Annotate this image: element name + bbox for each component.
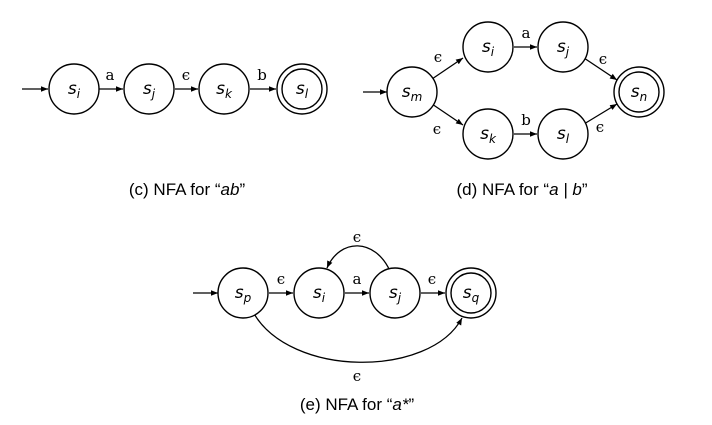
edge-d-sm-si: [431, 57, 464, 80]
svg-text:sp: sp: [235, 283, 252, 305]
state-sub: k: [489, 132, 497, 146]
state-base: s: [68, 79, 77, 99]
state-c-sj: sj: [123, 63, 175, 115]
state-base: s: [389, 283, 398, 303]
state-base: s: [557, 124, 566, 144]
state-e-si: si: [293, 267, 345, 319]
svg-text:sk: sk: [216, 79, 233, 101]
svg-text:sq: sq: [463, 283, 480, 305]
state-sub: l: [305, 87, 309, 101]
state-d-sm: sm: [386, 66, 438, 118]
edge-label: a: [522, 24, 531, 42]
edge-label: a: [353, 270, 362, 288]
state-sub: j: [396, 291, 402, 305]
state-sub: q: [472, 291, 480, 305]
edge-label: b: [257, 66, 267, 84]
state-sub: i: [77, 87, 81, 101]
edge-label: ϵ: [277, 270, 285, 288]
svg-text:si: si: [313, 283, 326, 305]
svg-text:sj: sj: [143, 79, 156, 101]
state-sub: i: [322, 291, 326, 305]
caption-e: (e) NFA for “a*”: [300, 395, 415, 414]
edge-e-sp-sq-bypass: [252, 311, 463, 363]
edge-label: b: [521, 111, 531, 129]
state-c-sl-accepting: sl: [276, 63, 328, 115]
edge-label: ϵ: [353, 367, 361, 385]
state-base: s: [296, 79, 305, 99]
state-d-sn-accepting: sn: [613, 66, 665, 118]
state-e-sp: sp: [217, 267, 269, 319]
state-base: s: [557, 37, 566, 57]
svg-text:si: si: [482, 37, 495, 59]
panel-e: ϵ a ϵ ϵ ϵ sp si sj sq (e) NFA for “a*”: [193, 228, 497, 414]
state-base: s: [482, 37, 491, 57]
state-base: s: [463, 283, 472, 303]
state-sub: m: [411, 90, 423, 104]
state-sub: k: [225, 87, 233, 101]
svg-text:si: si: [68, 79, 81, 101]
state-sub: p: [243, 291, 252, 305]
panel-d: ϵ a ϵ ϵ b ϵ sm si sj sk sl sn: [363, 21, 665, 199]
state-base: s: [631, 82, 640, 102]
state-c-si: si: [48, 63, 100, 115]
state-base: s: [235, 283, 244, 303]
edge-d-sj-sn: [583, 57, 618, 81]
svg-text:sl: sl: [557, 124, 570, 146]
edge-label: ϵ: [433, 120, 441, 138]
state-sub: j: [150, 87, 156, 101]
edge-d-sl-sn: [583, 103, 618, 125]
state-base: s: [480, 124, 489, 144]
caption-c: (c) NFA for “ab”: [129, 180, 246, 199]
edge-e-sj-si-loop: [326, 245, 391, 272]
edge-label: ϵ: [428, 270, 436, 288]
state-d-si: si: [462, 21, 514, 73]
svg-text:sn: sn: [631, 82, 647, 104]
state-d-sk: sk: [462, 108, 514, 160]
state-d-sj: sj: [537, 21, 589, 73]
svg-text:sl: sl: [296, 79, 309, 101]
state-c-sk: sk: [198, 63, 250, 115]
state-d-sl: sl: [537, 108, 589, 160]
state-e-sj: sj: [369, 267, 421, 319]
state-base: s: [313, 283, 322, 303]
state-sub: j: [564, 45, 570, 59]
state-sub: l: [566, 132, 570, 146]
edge-label: ϵ: [434, 48, 442, 66]
state-sub: n: [640, 90, 648, 104]
edge-label: ϵ: [596, 118, 604, 136]
edge-d-sm-sk: [431, 103, 464, 126]
svg-text:sk: sk: [480, 124, 497, 146]
state-base: s: [143, 79, 152, 99]
edge-label: ϵ: [353, 228, 361, 246]
svg-text:sm: sm: [402, 82, 423, 104]
edge-label: a: [106, 66, 115, 84]
state-base: s: [402, 82, 411, 102]
panel-c: a ϵ b si sj sk sl (c) NFA for “ab”: [22, 63, 328, 199]
svg-text:sj: sj: [389, 283, 402, 305]
state-base: s: [216, 79, 225, 99]
caption-d: (d) NFA for “a | b”: [456, 180, 587, 199]
svg-text:sj: sj: [557, 37, 570, 59]
edge-label: ϵ: [182, 66, 190, 84]
state-e-sq-accepting: sq: [445, 267, 497, 319]
state-sub: i: [491, 45, 495, 59]
edge-label: ϵ: [599, 50, 607, 68]
